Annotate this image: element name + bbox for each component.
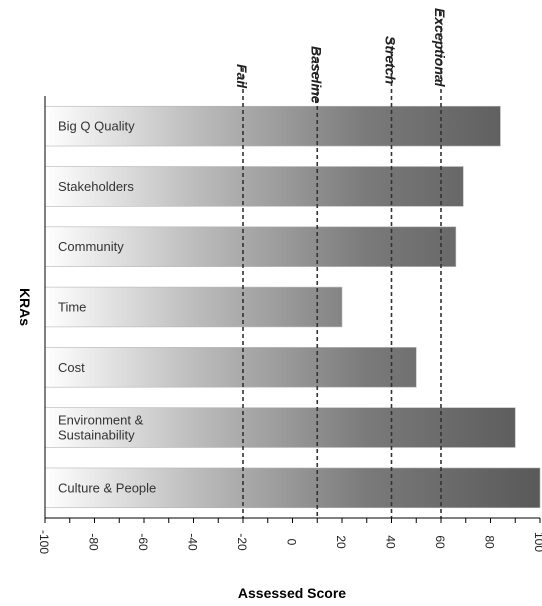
category-label: Time bbox=[58, 300, 86, 315]
bar bbox=[44, 347, 417, 388]
reference-line-label: Baseline bbox=[308, 46, 324, 104]
category-label: Culture & People bbox=[58, 480, 156, 495]
reference-lines: Fail Baseline Stretch Exceptional bbox=[234, 8, 448, 518]
x-tick-label: 0 bbox=[285, 539, 299, 546]
bar bbox=[44, 407, 516, 448]
x-tick-label: 20 bbox=[334, 535, 348, 549]
reference-line-label: Fail bbox=[234, 64, 250, 89]
category-label: Environment & Sustainability bbox=[58, 413, 144, 443]
x-tick-label: -20 bbox=[235, 533, 249, 551]
x-tick-label: 60 bbox=[433, 535, 447, 549]
category-label: Community bbox=[58, 239, 124, 254]
bar bbox=[44, 286, 343, 328]
bar bbox=[44, 166, 464, 207]
x-tick-label: -40 bbox=[186, 533, 200, 551]
category-label: Stakeholders bbox=[58, 179, 134, 194]
x-axis-title: Assessed Score bbox=[238, 585, 346, 601]
category-label: Big Q Quality bbox=[58, 119, 135, 134]
reference-line-label: Stretch bbox=[383, 36, 399, 84]
x-axis-ticks: -100 -80 -60 -40 -20 0 20 40 60 80 100 bbox=[37, 518, 542, 554]
y-axis-title: KRAs bbox=[17, 288, 33, 326]
x-tick-label: -100 bbox=[37, 530, 51, 554]
x-tick-label: 80 bbox=[483, 535, 497, 549]
category-label: Cost bbox=[58, 360, 85, 375]
bars bbox=[44, 105, 541, 509]
category-labels: Big Q Quality Stakeholders Community Time Co… bbox=[58, 119, 156, 496]
x-tick-label: 40 bbox=[384, 535, 398, 549]
x-tick-label: -60 bbox=[136, 533, 150, 551]
bar bbox=[44, 226, 457, 267]
reference-line-label: Exceptional bbox=[432, 8, 448, 88]
x-tick-label: -80 bbox=[87, 533, 101, 551]
x-tick-label: 100 bbox=[532, 532, 542, 552]
bar bbox=[44, 467, 541, 509]
bar bbox=[44, 105, 501, 147]
